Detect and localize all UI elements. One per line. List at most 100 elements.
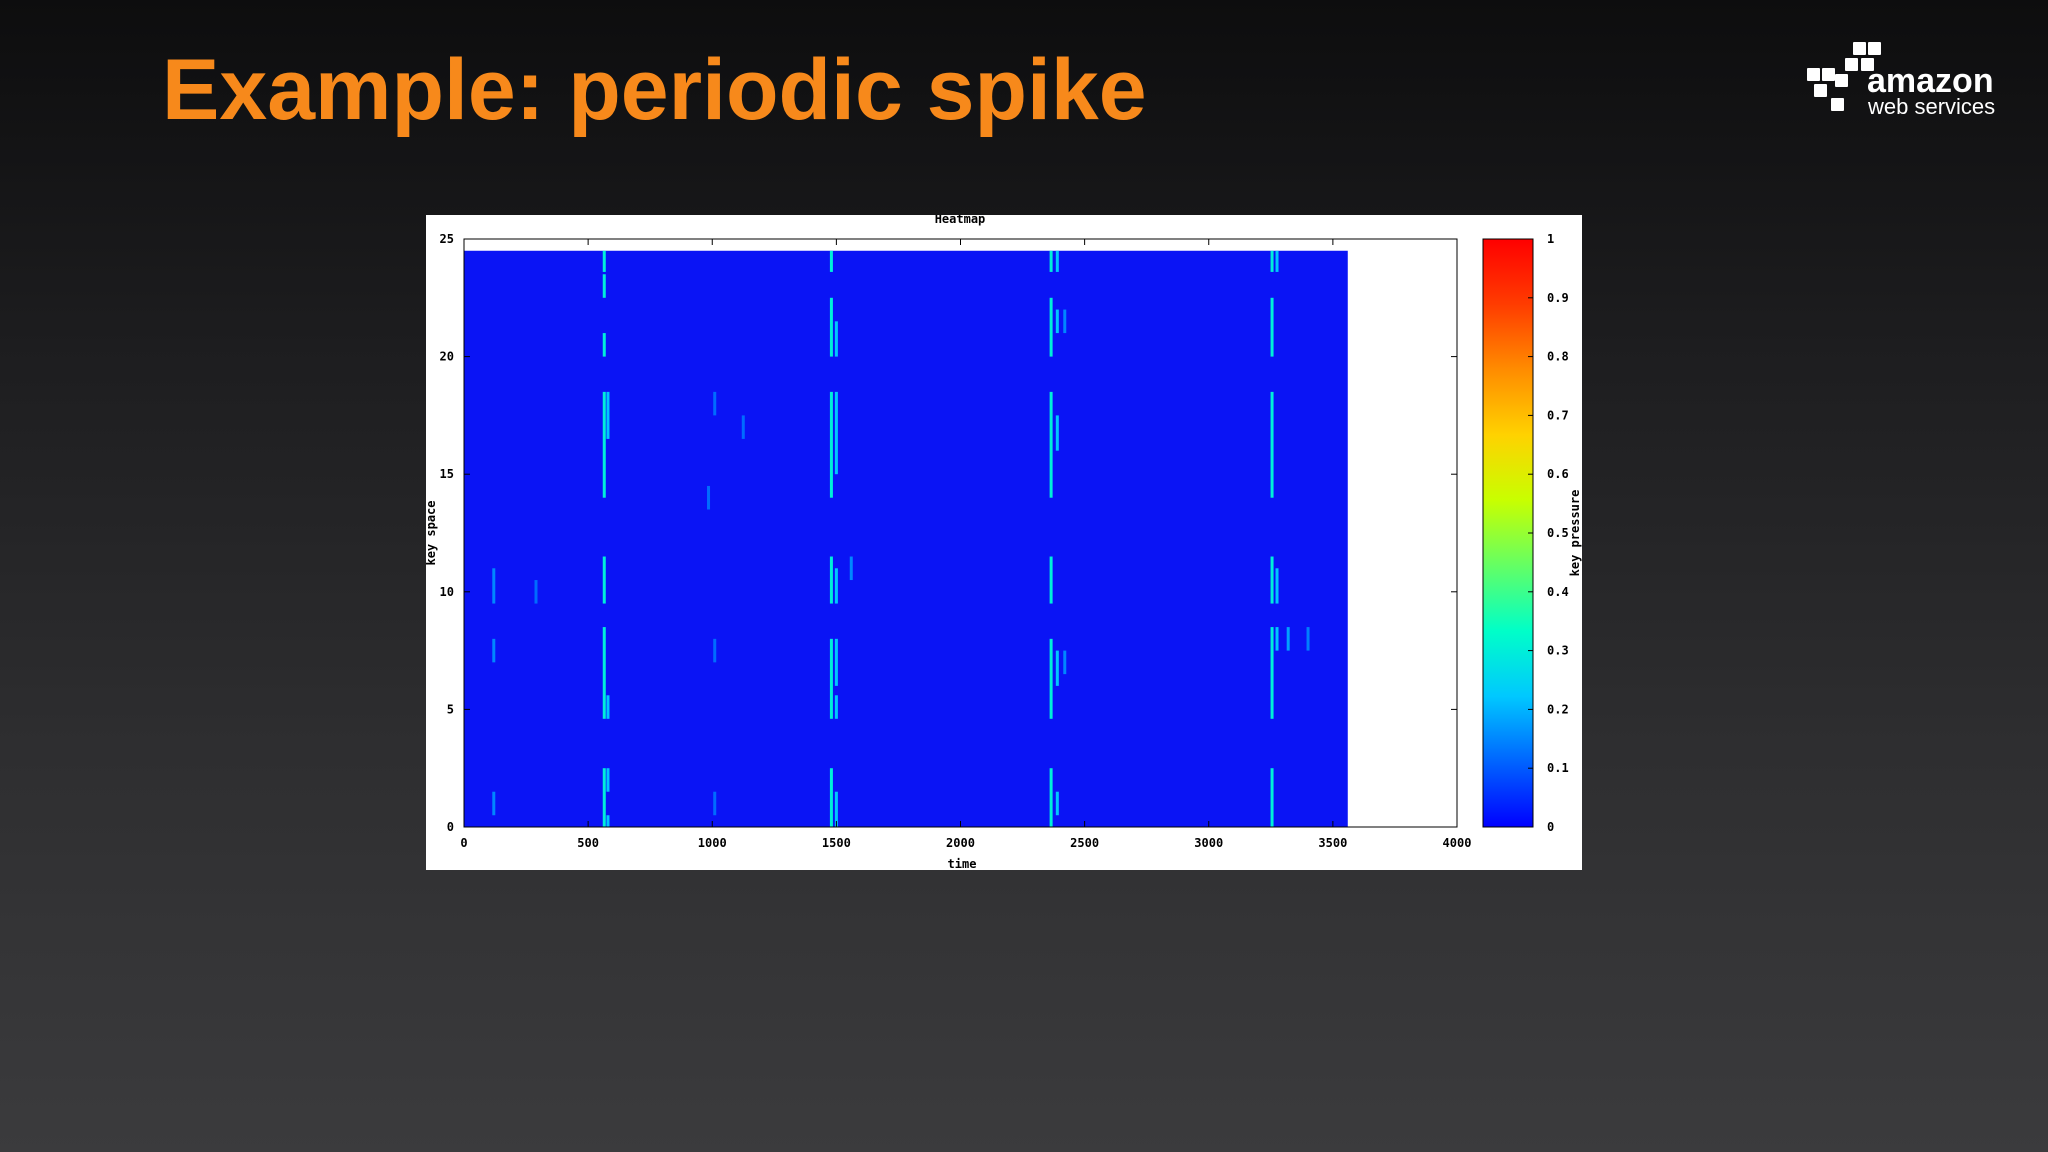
heatmap-cell xyxy=(713,638,717,663)
slide-title: Example: periodic spike xyxy=(162,42,1147,138)
heatmap-cell xyxy=(829,250,833,272)
heatmap-cell xyxy=(829,391,833,498)
heatmap-cell xyxy=(1270,768,1274,827)
y-tick-label: 0 xyxy=(447,820,454,834)
heatmap-background xyxy=(464,250,1348,827)
heatmap-chart: Heatmap 0 500 1000 1500 2000 2500 3000 3500 4000… xyxy=(426,215,1582,870)
y-tick-label: 20 xyxy=(440,350,454,364)
heatmap-cell xyxy=(1063,309,1067,334)
colorbar-tick-label: 0.3 xyxy=(1547,644,1569,658)
heatmap-cell xyxy=(849,556,853,581)
x-tick-label: 3500 xyxy=(1318,836,1347,850)
heatmap-cell xyxy=(606,815,610,827)
heatmap-cell xyxy=(492,568,496,604)
colorbar-tick-label: 0.6 xyxy=(1547,467,1569,481)
x-tick-label: 1000 xyxy=(698,836,727,850)
y-tick-label: 10 xyxy=(440,585,454,599)
heatmap-cell xyxy=(707,485,711,510)
heatmap-cell xyxy=(1055,250,1059,272)
heatmap-cell xyxy=(834,638,838,686)
heatmap-cell xyxy=(1055,791,1059,816)
x-axis-label: time xyxy=(948,857,977,870)
colorbar-label: key pressure xyxy=(1568,490,1582,577)
heatmap-cell xyxy=(1049,297,1053,357)
heatmap-cell xyxy=(602,768,606,827)
colorbar-tick-label: 0.5 xyxy=(1547,526,1569,540)
colorbar-tick-label: 0.7 xyxy=(1547,408,1569,422)
heatmap-cell xyxy=(1286,627,1290,651)
heatmap-cell xyxy=(834,791,838,827)
heatmap-cell xyxy=(713,791,717,816)
heatmap-cell xyxy=(829,638,833,719)
y-tick-label: 5 xyxy=(447,702,454,716)
heatmap-cell xyxy=(1270,556,1274,604)
heatmap-cell xyxy=(602,556,606,604)
aws-cubes-icon xyxy=(1807,42,1881,111)
heatmap-cell xyxy=(1049,556,1053,604)
heatmap-cell xyxy=(834,391,838,475)
heatmap-figure: Heatmap 0 500 1000 1500 2000 2500 3000 3500 4000… xyxy=(426,215,1582,870)
heatmap-cell xyxy=(829,297,833,357)
heatmap-cell xyxy=(1270,250,1274,272)
aws-logo-line2: web services xyxy=(1867,94,1995,119)
colorbar-tick-label: 0.9 xyxy=(1547,291,1569,305)
heatmap-cell xyxy=(534,580,538,604)
colorbar-ticks: 0 0.1 0.2 0.3 0.4 0.5 0.6 0.7 0.8 0.9 1 xyxy=(1528,232,1569,834)
heatmap-cell xyxy=(1049,391,1053,498)
heatmap-cell xyxy=(1275,627,1279,651)
heatmap-cell xyxy=(834,695,838,719)
heatmap-cell xyxy=(1049,638,1053,719)
heatmap-cell xyxy=(1275,250,1279,272)
heatmap-cell xyxy=(606,768,610,792)
colorbar-tick-label: 0 xyxy=(1547,820,1554,834)
heatmap-cell xyxy=(606,391,610,439)
x-tick-label: 2500 xyxy=(1070,836,1099,850)
colorbar-tick-label: 0.1 xyxy=(1547,761,1569,775)
aws-logo-line1: amazon xyxy=(1867,62,1994,100)
y-axis: 0 5 10 15 20 25 xyxy=(440,232,1457,834)
heatmap-cell xyxy=(1055,650,1059,686)
x-tick-label: 2000 xyxy=(946,836,975,850)
heatmap-cell xyxy=(1275,568,1279,604)
colorbar-tick-label: 0.2 xyxy=(1547,702,1569,716)
colorbar-tick-label: 0.4 xyxy=(1547,585,1569,599)
heatmap-cell xyxy=(1270,391,1274,498)
x-tick-label: 1500 xyxy=(822,836,851,850)
heatmap-cell xyxy=(829,768,833,827)
y-axis-label: key space xyxy=(426,500,438,565)
heatmap-cell xyxy=(1270,627,1274,719)
heatmap-cell xyxy=(1055,415,1059,451)
heatmap-cell xyxy=(713,391,717,416)
x-tick-label: 0 xyxy=(460,836,467,850)
x-tick-label: 4000 xyxy=(1443,836,1472,850)
colorbar-tick-label: 1 xyxy=(1547,232,1554,246)
heatmap-cell xyxy=(1270,297,1274,357)
heatmap-cell xyxy=(602,274,606,298)
x-axis: 0 500 1000 1500 2000 2500 3000 3500 4000 xyxy=(460,239,1471,850)
heatmap-cell xyxy=(1055,309,1059,334)
heatmap-cell xyxy=(741,415,745,439)
y-tick-label: 15 xyxy=(440,467,454,481)
heatmap-cell xyxy=(602,391,606,498)
plot-area xyxy=(464,250,1348,827)
heatmap-cell xyxy=(834,568,838,604)
colorbar xyxy=(1482,238,1534,828)
heatmap-cell xyxy=(829,556,833,604)
heatmap-cell xyxy=(492,791,496,816)
heatmap-cell xyxy=(1049,768,1053,827)
heatmap-cell xyxy=(1306,627,1310,651)
colorbar-tick-label: 0.8 xyxy=(1547,350,1569,364)
heatmap-cell xyxy=(1049,250,1053,272)
heatmap-cell xyxy=(834,321,838,357)
heatmap-cell xyxy=(606,695,610,719)
heatmap-cell xyxy=(492,638,496,663)
chart-title: Heatmap xyxy=(935,215,986,226)
heatmap-cell xyxy=(602,333,606,357)
heatmap-cell xyxy=(1063,650,1067,675)
aws-logo: amazon web services xyxy=(1807,42,1995,119)
y-tick-label: 25 xyxy=(440,232,454,246)
x-tick-label: 500 xyxy=(577,836,599,850)
heatmap-cell xyxy=(602,627,606,719)
x-tick-label: 3000 xyxy=(1194,836,1223,850)
heatmap-cell xyxy=(602,250,606,272)
